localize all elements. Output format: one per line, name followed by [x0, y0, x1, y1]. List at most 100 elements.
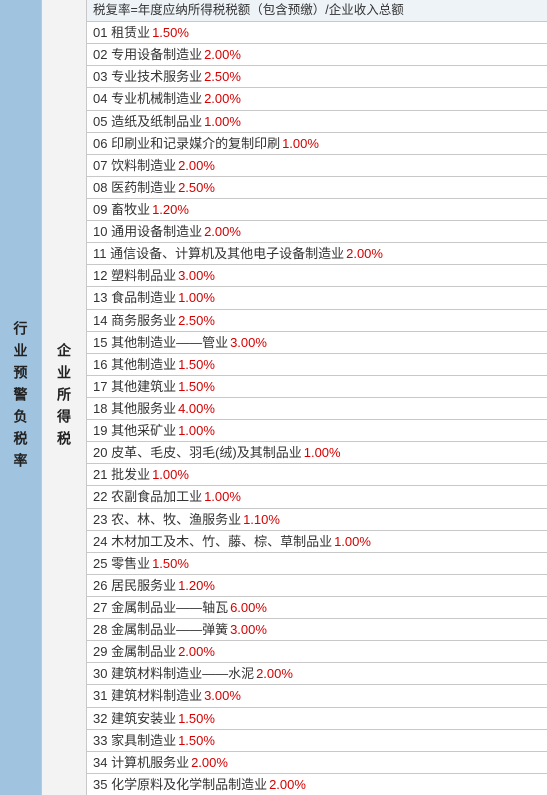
table-row: 30 建筑材料制造业——水泥 2.00%: [87, 663, 547, 685]
tax-rate: 1.50%: [178, 712, 215, 725]
tax-rate: 1.50%: [178, 380, 215, 393]
tax-rate: 2.00%: [191, 756, 228, 769]
industry-name: 22 农副食品加工业: [93, 490, 202, 503]
industry-name: 06 印刷业和记录媒介的复制印刷: [93, 137, 280, 150]
subcategory-column: 企业所得税: [42, 0, 87, 795]
tax-rate: 1.00%: [178, 291, 215, 304]
table-row: 09 畜牧业 1.20%: [87, 199, 547, 221]
tax-rate: 3.00%: [204, 689, 241, 702]
industry-name: 15 其他制造业——管业: [93, 336, 228, 349]
tax-rate: 3.00%: [178, 269, 215, 282]
industry-name: 34 计算机服务业: [93, 756, 189, 769]
table-row: 08 医药制造业 2.50%: [87, 177, 547, 199]
tax-rate: 1.00%: [334, 535, 371, 548]
tax-rate: 6.00%: [230, 601, 267, 614]
table-row: 15 其他制造业——管业 3.00%: [87, 332, 547, 354]
tax-rate: 2.00%: [204, 92, 241, 105]
table-row: 24 木材加工及木、竹、藤、棕、草制品业 1.00%: [87, 531, 547, 553]
industry-name: 30 建筑材料制造业——水泥: [93, 667, 254, 680]
tax-rate: 1.00%: [152, 468, 189, 481]
table-row: 26 居民服务业 1.20%: [87, 575, 547, 597]
tax-rate: 2.00%: [346, 247, 383, 260]
table-row: 25 零售业 1.50%: [87, 553, 547, 575]
table-row: 01 租赁业 1.50%: [87, 22, 547, 44]
industry-name: 18 其他服务业: [93, 402, 176, 415]
category-label: 行业预警负税率: [11, 321, 31, 475]
tax-rate: 1.10%: [243, 513, 280, 526]
industry-name: 24 木材加工及木、竹、藤、棕、草制品业: [93, 535, 332, 548]
industry-name: 32 建筑安装业: [93, 712, 176, 725]
tax-rate-table: 行业预警负税率 企业所得税 税复率=年度应纳所得税税额（包含预缴）/企业收入总额…: [0, 0, 547, 795]
tax-rate: 1.50%: [152, 26, 189, 39]
industry-name: 03 专业技术服务业: [93, 70, 202, 83]
table-row: 35 化学原料及化学制品制造业 2.00%: [87, 774, 547, 795]
table-row: 06 印刷业和记录媒介的复制印刷 1.00%: [87, 133, 547, 155]
table-row: 02 专用设备制造业 2.00%: [87, 44, 547, 66]
tax-rate: 2.00%: [178, 645, 215, 658]
industry-name: 25 零售业: [93, 557, 150, 570]
table-row: 10 通用设备制造业 2.00%: [87, 221, 547, 243]
industry-name: 27 金属制品业——轴瓦: [93, 601, 228, 614]
industry-name: 02 专用设备制造业: [93, 48, 202, 61]
table-row: 19 其他采矿业 1.00%: [87, 420, 547, 442]
industry-name: 33 家具制造业: [93, 734, 176, 747]
table-row: 12 塑料制品业 3.00%: [87, 265, 547, 287]
tax-rate: 2.00%: [256, 667, 293, 680]
tax-rate: 3.00%: [230, 336, 267, 349]
table-row: 17 其他建筑业 1.50%: [87, 376, 547, 398]
tax-rate: 1.50%: [178, 358, 215, 371]
table-row: 29 金属制品业 2.00%: [87, 641, 547, 663]
industry-name: 17 其他建筑业: [93, 380, 176, 393]
tax-rate: 1.20%: [152, 203, 189, 216]
industry-name: 13 食品制造业: [93, 291, 176, 304]
table-row: 20 皮革、毛皮、羽毛(绒)及其制品业 1.00%: [87, 442, 547, 464]
industry-name: 10 通用设备制造业: [93, 225, 202, 238]
industry-name: 01 租赁业: [93, 26, 150, 39]
tax-rate: 2.50%: [178, 181, 215, 194]
tax-rate: 2.00%: [204, 225, 241, 238]
table-row: 14 商务服务业 2.50%: [87, 310, 547, 332]
table-row: 28 金属制品业——弹簧 3.00%: [87, 619, 547, 641]
table-row: 13 食品制造业 1.00%: [87, 287, 547, 309]
table-row: 27 金属制品业——轴瓦 6.00%: [87, 597, 547, 619]
table-row: 07 饮料制造业 2.00%: [87, 155, 547, 177]
industry-name: 08 医药制造业: [93, 181, 176, 194]
industry-name: 09 畜牧业: [93, 203, 150, 216]
table-row: 23 农、林、牧、渔服务业 1.10%: [87, 509, 547, 531]
industry-name: 31 建筑材料制造业: [93, 689, 202, 702]
tax-rate: 1.20%: [178, 579, 215, 592]
industry-name: 20 皮革、毛皮、羽毛(绒)及其制品业: [93, 446, 302, 459]
tax-rate: 1.50%: [178, 734, 215, 747]
tax-rate: 2.00%: [269, 778, 306, 791]
tax-rate: 1.00%: [304, 446, 341, 459]
tax-rate: 1.50%: [152, 557, 189, 570]
tax-rate: 1.00%: [178, 424, 215, 437]
table-row: 18 其他服务业 4.00%: [87, 398, 547, 420]
table-row: 33 家具制造业 1.50%: [87, 730, 547, 752]
tax-rate: 4.00%: [178, 402, 215, 415]
formula-header: 税复率=年度应纳所得税税额（包含预缴）/企业收入总额: [87, 0, 547, 22]
industry-name: 05 造纸及纸制品业: [93, 115, 202, 128]
industry-name: 16 其他制造业: [93, 358, 176, 371]
industry-name: 21 批发业: [93, 468, 150, 481]
table-row: 21 批发业 1.00%: [87, 464, 547, 486]
industry-name: 28 金属制品业——弹簧: [93, 623, 228, 636]
tax-rate: 2.00%: [204, 48, 241, 61]
industry-name: 11 通信设备、计算机及其他电子设备制造业: [93, 247, 344, 260]
table-row: 22 农副食品加工业 1.00%: [87, 486, 547, 508]
industry-name: 14 商务服务业: [93, 314, 176, 327]
table-row: 11 通信设备、计算机及其他电子设备制造业 2.00%: [87, 243, 547, 265]
industry-name: 23 农、林、牧、渔服务业: [93, 513, 241, 526]
tax-rate: 1.00%: [282, 137, 319, 150]
industry-name: 04 专业机械制造业: [93, 92, 202, 105]
tax-rate: 2.50%: [204, 70, 241, 83]
tax-rate: 2.50%: [178, 314, 215, 327]
industry-name: 12 塑料制品业: [93, 269, 176, 282]
table-row: 05 造纸及纸制品业 1.00%: [87, 111, 547, 133]
tax-rate: 3.00%: [230, 623, 267, 636]
table-row: 31 建筑材料制造业 3.00%: [87, 685, 547, 707]
industry-name: 35 化学原料及化学制品制造业: [93, 778, 267, 791]
industry-name: 26 居民服务业: [93, 579, 176, 592]
category-column: 行业预警负税率: [0, 0, 42, 795]
tax-rate: 2.00%: [178, 159, 215, 172]
